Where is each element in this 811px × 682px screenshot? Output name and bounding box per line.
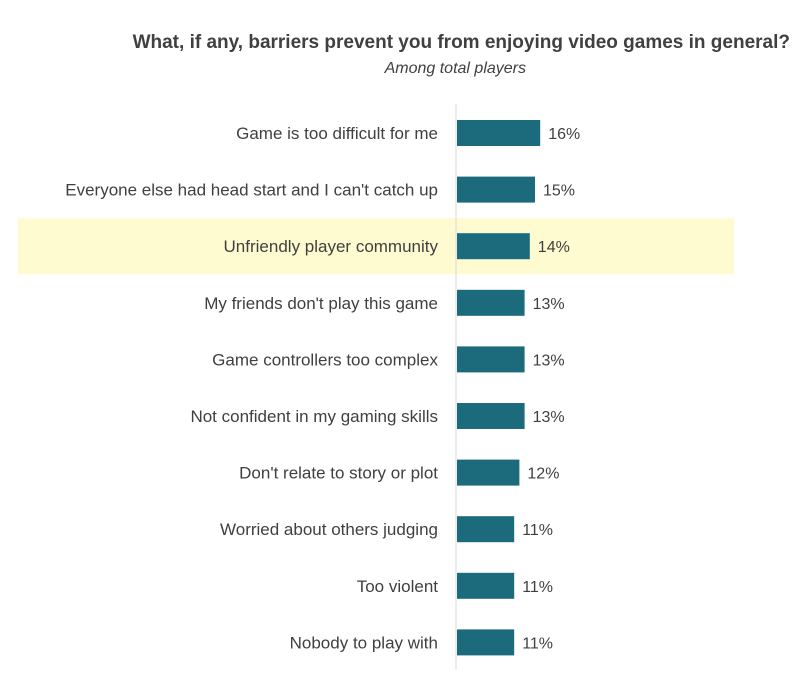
bar-don-t-relate-to-story-or-plot [457,459,520,486]
bar-game-is-too-difficult-for-me [457,120,541,146]
bar-too-violent [457,572,515,599]
category-label-too-violent: Too violent [357,577,439,596]
category-label-everyone-else-had-head-start-and-i-can-t-catch-up: Everyone else had head start and I can't… [65,181,438,200]
bar-worried-about-others-judging [457,516,515,543]
value-label-game-controllers-too-complex: 13% [533,352,565,369]
value-label-too-violent: 11% [522,579,553,596]
category-label-game-is-too-difficult-for-me: Game is too difficult for me [236,124,438,143]
value-label-don-t-relate-to-story-or-plot: 12% [527,466,559,483]
category-label-not-confident-in-my-gaming-skills: Not confident in my gaming skills [190,407,438,426]
category-label-game-controllers-too-complex: Game controllers too complex [212,350,438,369]
bar-unfriendly-player-community [457,233,530,260]
value-label-not-confident-in-my-gaming-skills: 13% [533,409,565,426]
chart-subtitle: Among total players [384,60,526,77]
chart-title: What, if any, barriers prevent you from … [132,32,790,53]
value-label-worried-about-others-judging: 11% [522,522,553,539]
value-label-game-is-too-difficult-for-me: 16% [548,126,580,143]
category-label-unfriendly-player-community: Unfriendly player community [224,237,439,256]
value-label-unfriendly-player-community: 14% [538,239,570,256]
category-label-don-t-relate-to-story-or-plot: Don't relate to story or plot [239,464,438,483]
bar-my-friends-don-t-play-this-game [457,289,525,316]
value-label-everyone-else-had-head-start-and-i-can-t-catch-up: 15% [543,183,575,200]
bar-everyone-else-had-head-start-and-i-can-t-catch-up [457,176,535,203]
value-label-my-friends-don-t-play-this-game: 13% [533,296,565,313]
bar-game-controllers-too-complex [457,346,525,373]
bar-not-confident-in-my-gaming-skills [457,403,525,429]
category-label-worried-about-others-judging: Worried about others judging [220,520,438,539]
category-label-nobody-to-play-with: Nobody to play with [290,633,438,652]
bar-nobody-to-play-with [457,629,515,656]
category-label-my-friends-don-t-play-this-game: My friends don't play this game [204,294,438,313]
highlight-band-unfriendly-player-community [18,218,734,275]
value-label-nobody-to-play-with: 11% [522,635,553,652]
